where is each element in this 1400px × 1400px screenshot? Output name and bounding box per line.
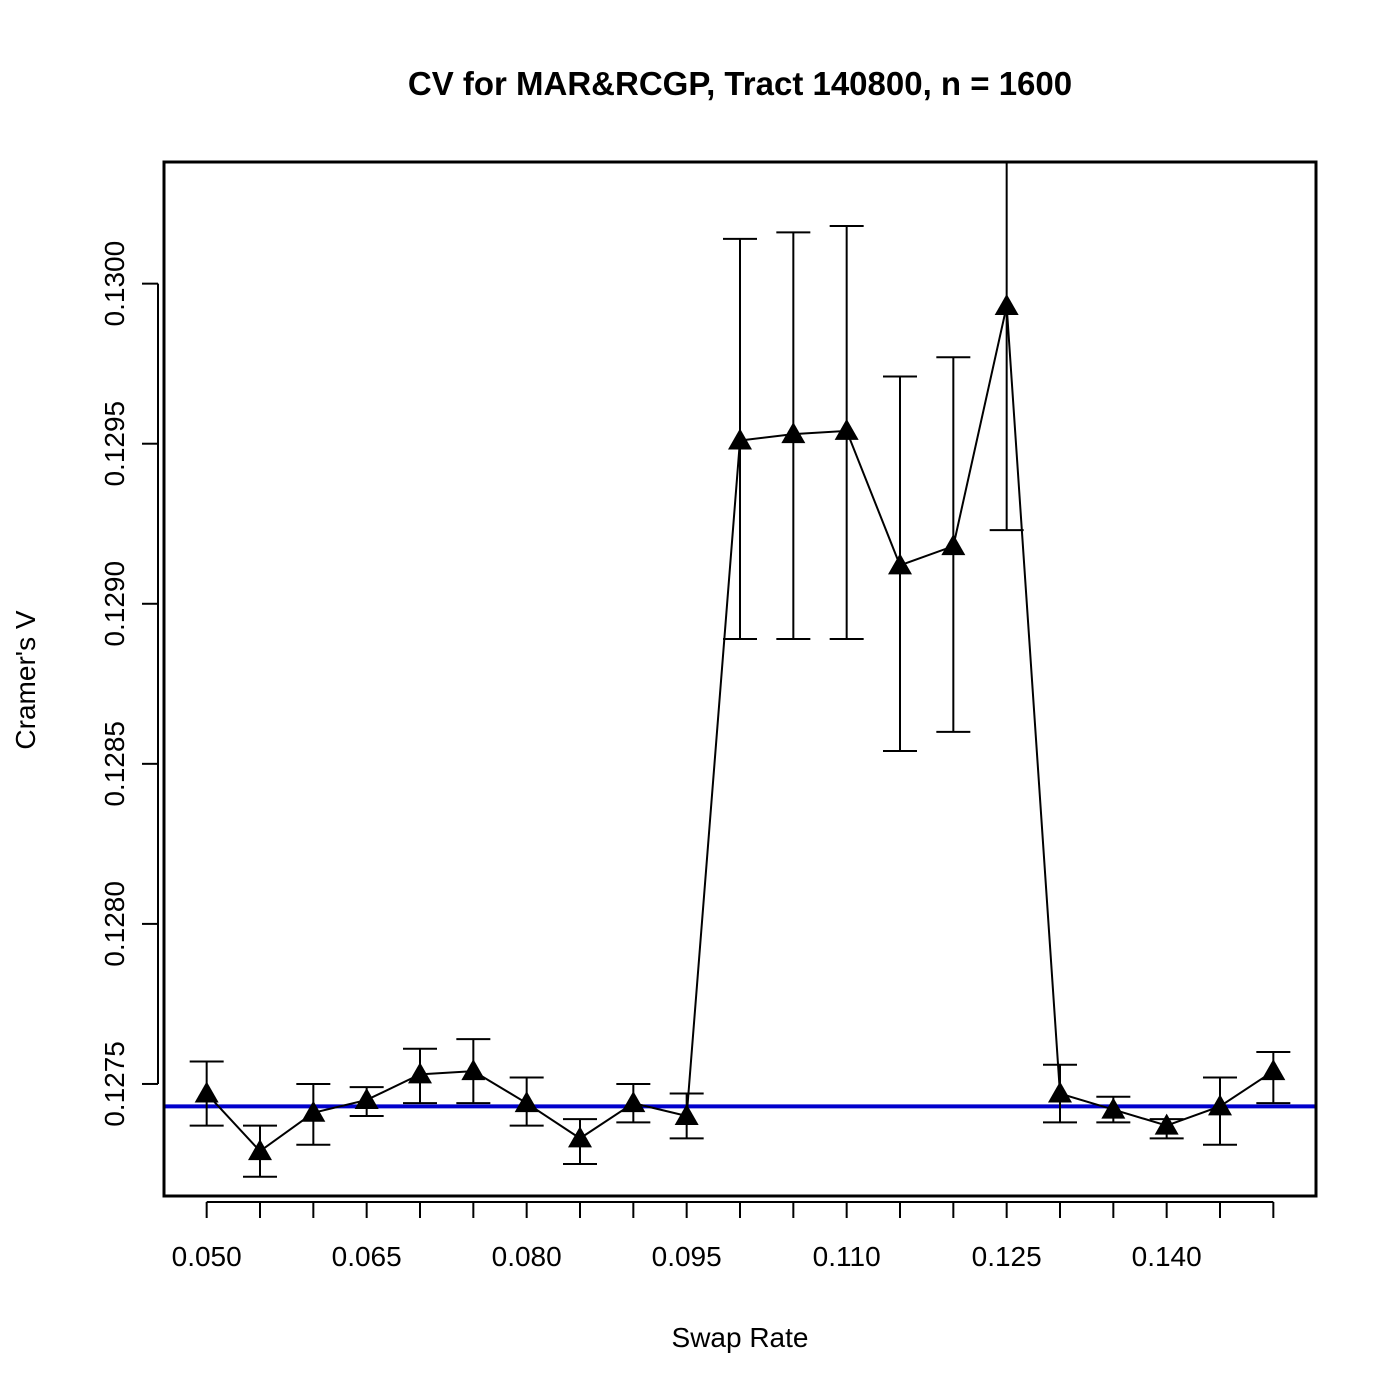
x-tick-label: 0.095 — [652, 1241, 722, 1272]
data-point-triangle — [354, 1087, 379, 1109]
data-point-triangle — [834, 418, 859, 440]
x-tick-label: 0.065 — [332, 1241, 402, 1272]
data-point-triangle — [781, 422, 806, 444]
data-point-triangle — [408, 1062, 432, 1084]
data-point-triangle — [1154, 1113, 1179, 1135]
data-point-triangle — [941, 534, 966, 556]
x-tick-label: 0.050 — [172, 1241, 242, 1272]
y-tick-label: 0.1300 — [99, 241, 130, 327]
data-point-triangle — [994, 294, 1019, 316]
x-tick-label: 0.080 — [492, 1241, 562, 1272]
data-point-triangle — [728, 428, 752, 450]
y-tick-label: 0.1275 — [99, 1041, 130, 1127]
plot-frame — [162, 160, 1318, 1198]
data-point-triangle — [301, 1100, 326, 1122]
x-axis-label: Swap Rate — [672, 1322, 809, 1353]
data-point-triangle — [621, 1091, 646, 1113]
data-layer — [189, 162, 1291, 1178]
chart-title: CV for MAR&RCGP, Tract 140800, n = 1600 — [408, 65, 1072, 102]
y-tick-label: 0.1295 — [99, 401, 130, 487]
data-point-triangle — [1261, 1059, 1286, 1081]
data-point-triangle — [194, 1081, 219, 1103]
data-point-triangle — [674, 1103, 699, 1125]
data-point-triangle — [248, 1139, 272, 1161]
data-point-triangle — [888, 553, 912, 575]
x-tick-label: 0.110 — [813, 1241, 881, 1272]
error-bar — [989, 162, 1024, 532]
y-axis-label: Cramer's V — [10, 610, 41, 749]
y-tick-label: 0.1285 — [99, 721, 130, 807]
axis-layer: 0.050 0.065 0.080 0.095 0.110 0.125 0.140 0.127… — [99, 241, 1275, 1272]
x-tick-label: 0.140 — [1132, 1241, 1202, 1272]
data-point-triangle — [514, 1091, 539, 1113]
data-point-triangle — [1101, 1097, 1126, 1119]
data-point-triangle — [1208, 1094, 1232, 1116]
data-point-triangle — [1048, 1081, 1072, 1103]
y-tick-label: 0.1290 — [99, 561, 130, 647]
y-tick-label: 0.1280 — [99, 881, 130, 967]
x-tick-label: 0.125 — [972, 1241, 1042, 1272]
data-point-triangle — [568, 1126, 592, 1148]
data-point-triangle — [461, 1059, 486, 1081]
